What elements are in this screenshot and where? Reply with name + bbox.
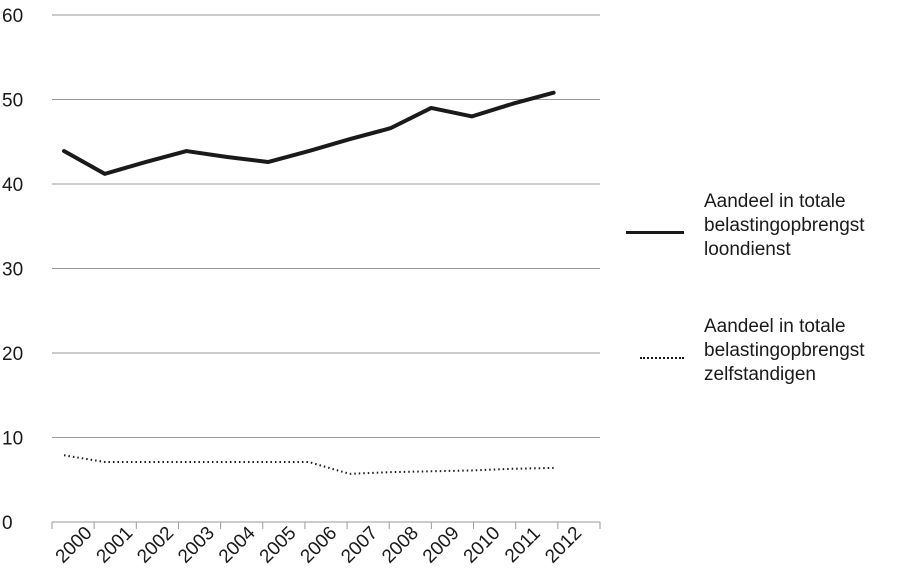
x-tick-label: 2002 — [133, 523, 178, 568]
series-layer — [62, 90, 556, 476]
series-line-loondienst — [62, 90, 556, 176]
data-point — [429, 106, 433, 110]
data-point — [266, 460, 270, 464]
y-tick-label: 30 — [2, 260, 23, 281]
data-point — [429, 469, 433, 473]
legend-label-line: Aandeel in totale — [704, 316, 846, 337]
y-tick-label: 50 — [2, 91, 23, 112]
series-line-zelfstandigen — [63, 454, 554, 475]
data-point — [225, 460, 229, 464]
x-tick-label: 2000 — [52, 523, 97, 568]
x-tick-label: 2003 — [174, 523, 219, 568]
x-tick-label: 2010 — [460, 523, 505, 568]
data-point — [470, 114, 474, 118]
y-axis-tick-labels: 0 10 20 30 40 50 60 — [2, 6, 23, 534]
data-point — [388, 126, 392, 130]
data-point — [470, 468, 474, 472]
legend-label-loondienst: Aandeel in totale belastingopbrengst loo… — [704, 190, 911, 262]
legend-label-line: belastingopbrengst — [704, 215, 865, 236]
data-point — [184, 460, 188, 464]
data-point — [62, 453, 66, 457]
legend-swatch-dotted — [640, 357, 684, 359]
legend-label-line: belastingopbrengst — [704, 340, 865, 361]
data-point — [103, 460, 107, 464]
data-point — [225, 155, 229, 159]
data-point — [144, 460, 148, 464]
data-point — [266, 160, 270, 164]
x-tick-label: 2001 — [93, 523, 138, 568]
gridlines — [52, 14, 600, 438]
data-point — [307, 460, 311, 464]
data-point — [511, 467, 515, 471]
legend-label-zelfstandigen: Aandeel in totale belastingopbrengst zel… — [704, 315, 911, 387]
data-point — [62, 149, 66, 153]
data-point — [307, 149, 311, 153]
legend-label-line: loondienst — [704, 239, 791, 260]
x-tick-label: 2004 — [215, 522, 260, 567]
x-tick-label: 2007 — [337, 523, 382, 568]
data-point — [388, 470, 392, 474]
legend-label-line: Aandeel in totale — [704, 191, 846, 212]
x-tick-label: 2012 — [541, 523, 586, 568]
data-point — [184, 149, 188, 153]
legend-label-line: zelfstandigen — [704, 364, 816, 385]
y-tick-label: 10 — [2, 429, 23, 450]
y-tick-label: 20 — [2, 344, 23, 365]
data-point — [552, 91, 556, 95]
legend-swatch-solid — [626, 231, 684, 234]
x-tick-label: 2011 — [501, 523, 545, 567]
y-tick-label: 60 — [2, 6, 23, 27]
data-point — [348, 137, 352, 141]
data-point — [103, 172, 107, 176]
y-tick-label: 40 — [2, 175, 23, 196]
x-axis: 2000200120022003200420052006200720082009… — [51, 521, 601, 568]
data-point — [144, 160, 148, 164]
data-point — [511, 102, 515, 106]
y-tick-label: 0 — [2, 513, 13, 534]
x-tick-label: 2008 — [378, 523, 423, 568]
data-point — [348, 472, 352, 476]
x-tick-label: 2009 — [419, 523, 464, 568]
x-tick-label: 2006 — [297, 523, 342, 568]
data-point — [552, 466, 556, 470]
x-tick-label: 2005 — [256, 523, 301, 568]
